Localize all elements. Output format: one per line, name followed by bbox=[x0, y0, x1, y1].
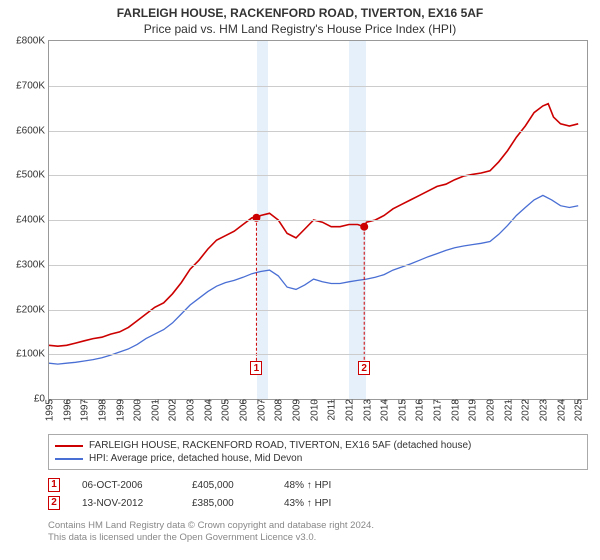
y-axis-label: £800K bbox=[16, 36, 49, 47]
gridline bbox=[49, 131, 587, 132]
sale-price: £385,000 bbox=[192, 498, 262, 509]
gridline bbox=[49, 175, 587, 176]
x-axis-label: 2005 bbox=[219, 399, 232, 421]
x-axis-label: 2014 bbox=[378, 399, 391, 421]
y-axis-label: £400K bbox=[16, 215, 49, 226]
x-axis-label: 2019 bbox=[466, 399, 479, 421]
x-axis-label: 2012 bbox=[342, 399, 355, 421]
legend-item: HPI: Average price, detached house, Mid … bbox=[55, 452, 581, 465]
x-axis-label: 2003 bbox=[184, 399, 197, 421]
attribution-text: Contains HM Land Registry data © Crown c… bbox=[48, 520, 588, 545]
chart-subtitle: Price paid vs. HM Land Registry's House … bbox=[0, 20, 600, 40]
chart-plot-area: £0£100K£200K£300K£400K£500K£600K£700K£80… bbox=[48, 40, 588, 400]
x-axis-label: 2009 bbox=[289, 399, 302, 421]
sale-row: 1 06-OCT-2006 £405,000 48% ↑ HPI bbox=[48, 476, 588, 494]
gridline bbox=[49, 265, 587, 266]
x-axis-label: 2022 bbox=[519, 399, 532, 421]
sale-marker-box: 1 bbox=[250, 361, 262, 375]
x-axis-label: 2001 bbox=[148, 399, 161, 421]
x-axis-label: 2017 bbox=[431, 399, 444, 421]
sales-table: 1 06-OCT-2006 £405,000 48% ↑ HPI 2 13-NOV-201… bbox=[48, 476, 588, 512]
x-axis-label: 2024 bbox=[554, 399, 567, 421]
x-axis-label: 2020 bbox=[483, 399, 496, 421]
gridline bbox=[49, 86, 587, 87]
x-axis-label: 1997 bbox=[78, 399, 91, 421]
x-axis-label: 2025 bbox=[572, 399, 585, 421]
attribution-line: Contains HM Land Registry data © Crown c… bbox=[48, 520, 588, 532]
gridline bbox=[49, 310, 587, 311]
sale-row: 2 13-NOV-2012 £385,000 43% ↑ HPI bbox=[48, 494, 588, 512]
legend-box: FARLEIGH HOUSE, RACKENFORD ROAD, TIVERTO… bbox=[48, 434, 588, 470]
x-axis-label: 2015 bbox=[395, 399, 408, 421]
y-axis-label: £500K bbox=[16, 170, 49, 181]
x-axis-label: 2006 bbox=[237, 399, 250, 421]
x-axis-label: 2016 bbox=[413, 399, 426, 421]
sale-relative-hpi: 48% ↑ HPI bbox=[284, 480, 374, 491]
sale-price: £405,000 bbox=[192, 480, 262, 491]
sale-marker-box: 2 bbox=[358, 361, 370, 375]
legend-label: FARLEIGH HOUSE, RACKENFORD ROAD, TIVERTO… bbox=[89, 440, 471, 451]
sale-date: 06-OCT-2006 bbox=[82, 480, 170, 491]
x-axis-label: 2018 bbox=[448, 399, 461, 421]
x-axis-label: 2008 bbox=[272, 399, 285, 421]
x-axis-label: 2007 bbox=[254, 399, 267, 421]
x-axis-label: 2013 bbox=[360, 399, 373, 421]
y-axis-label: £600K bbox=[16, 125, 49, 136]
x-axis-label: 2021 bbox=[501, 399, 514, 421]
sale-relative-hpi: 43% ↑ HPI bbox=[284, 498, 374, 509]
sale-date: 13-NOV-2012 bbox=[82, 498, 170, 509]
legend-label: HPI: Average price, detached house, Mid … bbox=[89, 453, 302, 464]
x-axis-label: 2000 bbox=[131, 399, 144, 421]
y-axis-label: £200K bbox=[16, 304, 49, 315]
gridline bbox=[49, 354, 587, 355]
x-axis-label: 2002 bbox=[166, 399, 179, 421]
y-axis-label: £100K bbox=[16, 349, 49, 360]
attribution-line: This data is licensed under the Open Gov… bbox=[48, 532, 588, 544]
chart-title: FARLEIGH HOUSE, RACKENFORD ROAD, TIVERTO… bbox=[0, 0, 600, 20]
x-axis-label: 1995 bbox=[43, 399, 56, 421]
x-axis-label: 2011 bbox=[325, 399, 338, 421]
sale-row-marker: 1 bbox=[48, 478, 60, 492]
x-axis-label: 2010 bbox=[307, 399, 320, 421]
legend-item: FARLEIGH HOUSE, RACKENFORD ROAD, TIVERTO… bbox=[55, 439, 581, 452]
x-axis-label: 2004 bbox=[201, 399, 214, 421]
sale-row-marker: 2 bbox=[48, 496, 60, 510]
x-axis-label: 1998 bbox=[95, 399, 108, 421]
legend-swatch bbox=[55, 458, 83, 460]
x-axis-label: 1999 bbox=[113, 399, 126, 421]
chart-page: FARLEIGH HOUSE, RACKENFORD ROAD, TIVERTO… bbox=[0, 0, 600, 560]
x-axis-label: 1996 bbox=[60, 399, 73, 421]
legend-swatch bbox=[55, 445, 83, 447]
x-axis-label: 2023 bbox=[536, 399, 549, 421]
sale-marker-dot bbox=[360, 223, 368, 231]
y-axis-label: £700K bbox=[16, 80, 49, 91]
gridline bbox=[49, 220, 587, 221]
y-axis-label: £300K bbox=[16, 259, 49, 270]
